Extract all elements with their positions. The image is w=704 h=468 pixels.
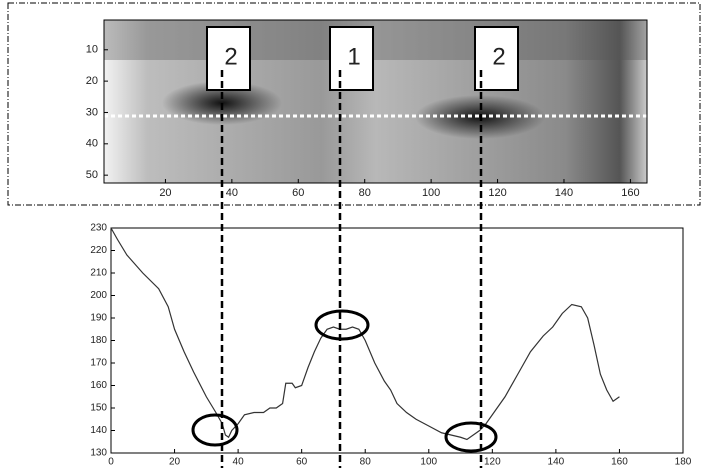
y-tick-label: 50 <box>86 169 98 181</box>
y-tick-label: 160 <box>90 380 107 391</box>
y-tick-label: 200 <box>90 290 107 301</box>
x-tick-label: 100 <box>420 457 437 468</box>
annotation: 1 <box>347 43 360 70</box>
y-tick-label: 10 <box>86 44 98 56</box>
x-tick-label: 60 <box>296 457 308 468</box>
x-tick-label: 160 <box>621 187 639 199</box>
x-tick-label: 60 <box>292 187 304 199</box>
x-tick-label: 140 <box>548 457 565 468</box>
y-tick-label: 20 <box>86 75 98 87</box>
x-tick-label: 40 <box>233 457 245 468</box>
x-tick-label: 0 <box>108 457 114 468</box>
y-tick-label: 130 <box>90 448 107 459</box>
x-tick-label: 40 <box>226 187 238 199</box>
y-tick-label: 140 <box>90 425 107 436</box>
x-tick-label: 80 <box>359 187 371 199</box>
x-tick-label: 20 <box>159 187 171 199</box>
x-tick-label: 80 <box>360 457 372 468</box>
x-tick-label: 140 <box>555 187 573 199</box>
annotation: 2 <box>492 43 505 70</box>
y-tick-label: 30 <box>86 106 98 118</box>
x-tick-label: 120 <box>488 187 506 199</box>
x-tick-label: 180 <box>675 457 692 468</box>
figure: 2040608010012014016010203040502120204060… <box>0 0 704 468</box>
y-tick-label: 220 <box>90 245 107 256</box>
circles <box>193 311 496 451</box>
y-tick-label: 150 <box>90 403 107 414</box>
y-tick-label: 40 <box>86 138 98 150</box>
series-line <box>111 228 619 440</box>
y-tick-label: 210 <box>90 268 107 279</box>
face-image <box>104 20 647 183</box>
y-tick-label: 170 <box>90 358 107 369</box>
annotation: 2 <box>224 43 237 70</box>
y-tick-label: 190 <box>90 313 107 324</box>
y-tick-label: 230 <box>90 223 107 234</box>
x-tick-label: 120 <box>484 457 501 468</box>
x-tick-label: 20 <box>169 457 181 468</box>
plot-frame <box>111 228 683 453</box>
x-tick-label: 100 <box>422 187 440 199</box>
y-tick-label: 180 <box>90 335 107 346</box>
x-tick-label: 160 <box>611 457 628 468</box>
